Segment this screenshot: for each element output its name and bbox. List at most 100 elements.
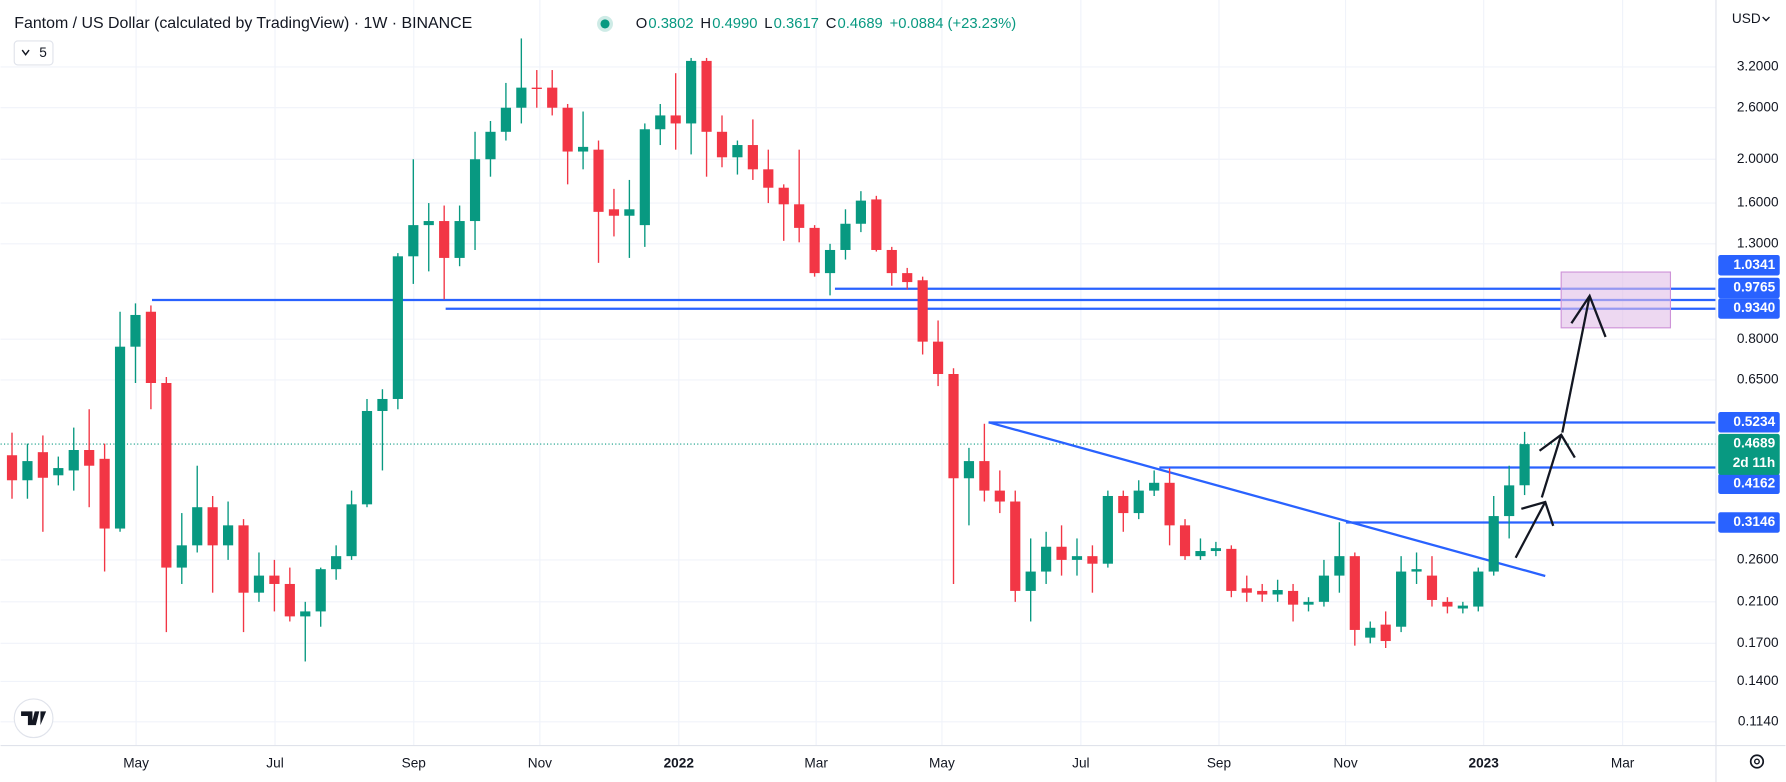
candle-body <box>763 169 774 188</box>
y-tick-label: 0.1400 <box>1737 673 1779 688</box>
arrow-shaft <box>1514 501 1547 559</box>
candle-body <box>686 60 697 124</box>
candle-body <box>871 199 882 250</box>
candle-body <box>979 461 990 491</box>
axes: 3.2000 2.6000 2.0000 1.6000 1.3000 0.8000 0.65… <box>123 59 1780 770</box>
projection-arrows <box>1514 293 1607 559</box>
candle-body <box>1102 495 1113 564</box>
candle-body <box>145 311 157 384</box>
candle-body <box>1457 605 1468 609</box>
candle-body <box>192 507 203 546</box>
candle-body <box>392 256 403 399</box>
candle-body <box>6 455 18 481</box>
candle-body <box>994 490 1005 502</box>
candle-body <box>315 569 326 612</box>
x-tick-label: Mar <box>804 755 828 770</box>
candle-body <box>300 611 311 617</box>
arrow-head <box>1538 433 1576 459</box>
candle-body <box>439 221 450 258</box>
candle-body <box>1056 546 1067 560</box>
price-level-tag <box>1718 277 1780 299</box>
candle-body <box>794 204 805 228</box>
last-price-tag <box>1718 433 1780 475</box>
price-level-label: 0.5234 <box>1733 414 1775 429</box>
candle-body <box>377 398 388 411</box>
y-tick-label: 1.6000 <box>1737 195 1779 210</box>
candle-body <box>932 341 944 375</box>
candle-body <box>624 209 635 216</box>
ohlc-key: C <box>826 16 837 32</box>
last-price-label: 0.4689 <box>1733 436 1775 451</box>
candle-body <box>207 507 218 546</box>
candle-body <box>778 187 789 205</box>
candle-body <box>593 149 604 212</box>
candle-body <box>161 383 172 568</box>
candle-body <box>53 468 64 476</box>
candle-body <box>238 525 249 593</box>
price-level-tag <box>1718 412 1780 433</box>
candle-body <box>37 452 48 478</box>
candle-body <box>1087 556 1098 564</box>
target-zone <box>1560 271 1672 329</box>
price-level-label: 0.3146 <box>1733 514 1775 529</box>
candle-body <box>732 145 743 158</box>
candle-body <box>84 449 95 466</box>
candle-body <box>253 575 265 593</box>
indicators-count: 5 <box>39 45 47 60</box>
x-tick-label: Sep <box>402 755 427 770</box>
candle-body <box>1010 501 1021 591</box>
y-tick-label: 0.2100 <box>1737 593 1779 608</box>
candle-body <box>68 449 79 471</box>
y-tick-label: 0.1700 <box>1737 635 1779 650</box>
candle-body <box>1334 556 1345 576</box>
candle-body <box>331 556 342 570</box>
arrow-head <box>1570 293 1607 338</box>
candle-body <box>1396 571 1407 627</box>
ohlc-value: 0.4689 <box>838 16 883 32</box>
candle-body <box>1041 546 1052 572</box>
price-level-label: 0.4162 <box>1733 475 1775 490</box>
candle-body <box>1426 575 1438 600</box>
tv-logo <box>13 698 54 739</box>
candle-body <box>408 225 419 257</box>
indicators-toggle[interactable] <box>13 40 54 66</box>
candle-body <box>1149 482 1160 491</box>
symbol-title: Fantom / US Dollar (calculated by Tradin… <box>14 15 472 32</box>
chevron-icon <box>21 49 30 56</box>
y-tick-label: 2.6000 <box>1737 99 1779 114</box>
candle-body <box>840 223 851 250</box>
price-level-tag <box>1718 473 1780 495</box>
candle-body <box>222 525 234 546</box>
price-level-label: 0.9765 <box>1733 280 1775 295</box>
candle-body <box>1442 601 1453 607</box>
candle-body <box>886 249 897 274</box>
candle-body <box>454 221 465 258</box>
y-tick-label: 2.0000 <box>1737 151 1779 166</box>
candle-body <box>1380 624 1391 642</box>
candle-body <box>655 115 666 130</box>
candle-body <box>114 346 126 529</box>
candle-body <box>1287 590 1299 605</box>
candle-body <box>346 504 357 557</box>
candle-body <box>1179 525 1191 557</box>
candle-body <box>670 115 681 124</box>
arrow-shaft <box>1561 295 1591 433</box>
candle-body <box>423 221 434 226</box>
ohlc-legend: O 0.3802 H 0.4990 L 0.3617 C 0.4689 +0.0884 (+23… <box>636 16 1016 32</box>
candle-body <box>22 461 33 481</box>
candle-body <box>500 107 512 132</box>
price-level-tag <box>1718 254 1780 276</box>
candle-body <box>1257 590 1268 595</box>
x-tick-label: 2023 <box>1469 755 1500 770</box>
x-tick-label: Sep <box>1207 755 1232 770</box>
status-halo <box>597 15 613 32</box>
candle-body <box>1411 569 1422 572</box>
candle-body <box>130 314 141 347</box>
ohlc-key: L <box>764 16 772 32</box>
candle-body <box>1365 627 1376 638</box>
candle-body <box>1210 548 1221 552</box>
currency[interactable]: USD <box>1732 11 1761 26</box>
candle-body <box>531 87 542 90</box>
settings-icon[interactable] <box>1749 754 1765 769</box>
